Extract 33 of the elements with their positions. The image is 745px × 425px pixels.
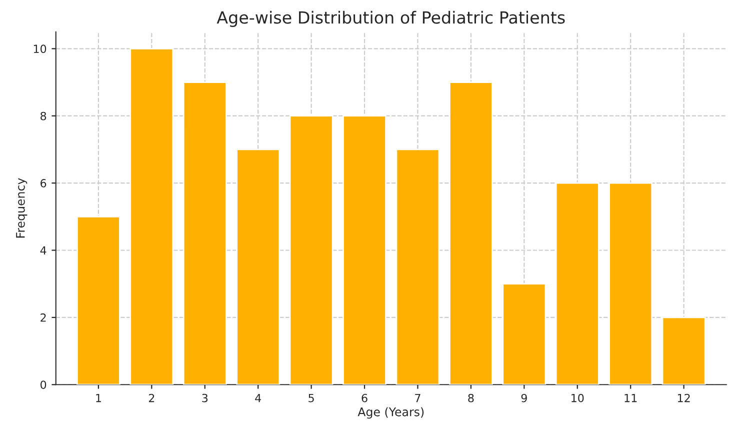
bar xyxy=(448,82,493,385)
x-tick-label: 4 xyxy=(255,394,261,402)
x-tick-label: 5 xyxy=(308,394,314,402)
bar xyxy=(662,316,706,385)
x-tick-label: 1 xyxy=(96,394,101,402)
y-tick-label: 8 xyxy=(40,112,46,120)
bar xyxy=(289,115,334,385)
y-tick-label: 0 xyxy=(40,380,46,390)
bar xyxy=(608,182,653,385)
x-tick-label: 7 xyxy=(415,394,420,402)
x-axis-title: Age (Years) xyxy=(358,407,424,419)
y-tick-label: 10 xyxy=(34,44,46,54)
x-tick-label: 2 xyxy=(148,394,154,402)
y-axis-title: Frequency xyxy=(16,178,28,238)
bar xyxy=(182,82,227,385)
x-tick-label: 10 xyxy=(572,394,584,402)
y-tick-label: 4 xyxy=(40,246,46,254)
bar xyxy=(502,283,546,385)
x-tick-label: 8 xyxy=(468,394,474,402)
bar xyxy=(236,148,280,385)
x-tick-label: 6 xyxy=(362,394,368,402)
x-tick-label: 9 xyxy=(521,394,527,402)
bar xyxy=(342,115,386,385)
bar xyxy=(555,182,600,385)
x-tick-label: 12 xyxy=(678,394,690,402)
bar xyxy=(396,148,440,385)
y-tick-label: 2 xyxy=(40,313,46,322)
y-tick-label: 6 xyxy=(40,179,46,188)
bar xyxy=(130,48,174,385)
x-tick-label: 3 xyxy=(202,394,208,402)
bar xyxy=(76,216,120,385)
x-tick-label: 11 xyxy=(624,394,637,402)
chart-title: Age-wise Distribution of Pediatric Patients xyxy=(216,10,565,28)
